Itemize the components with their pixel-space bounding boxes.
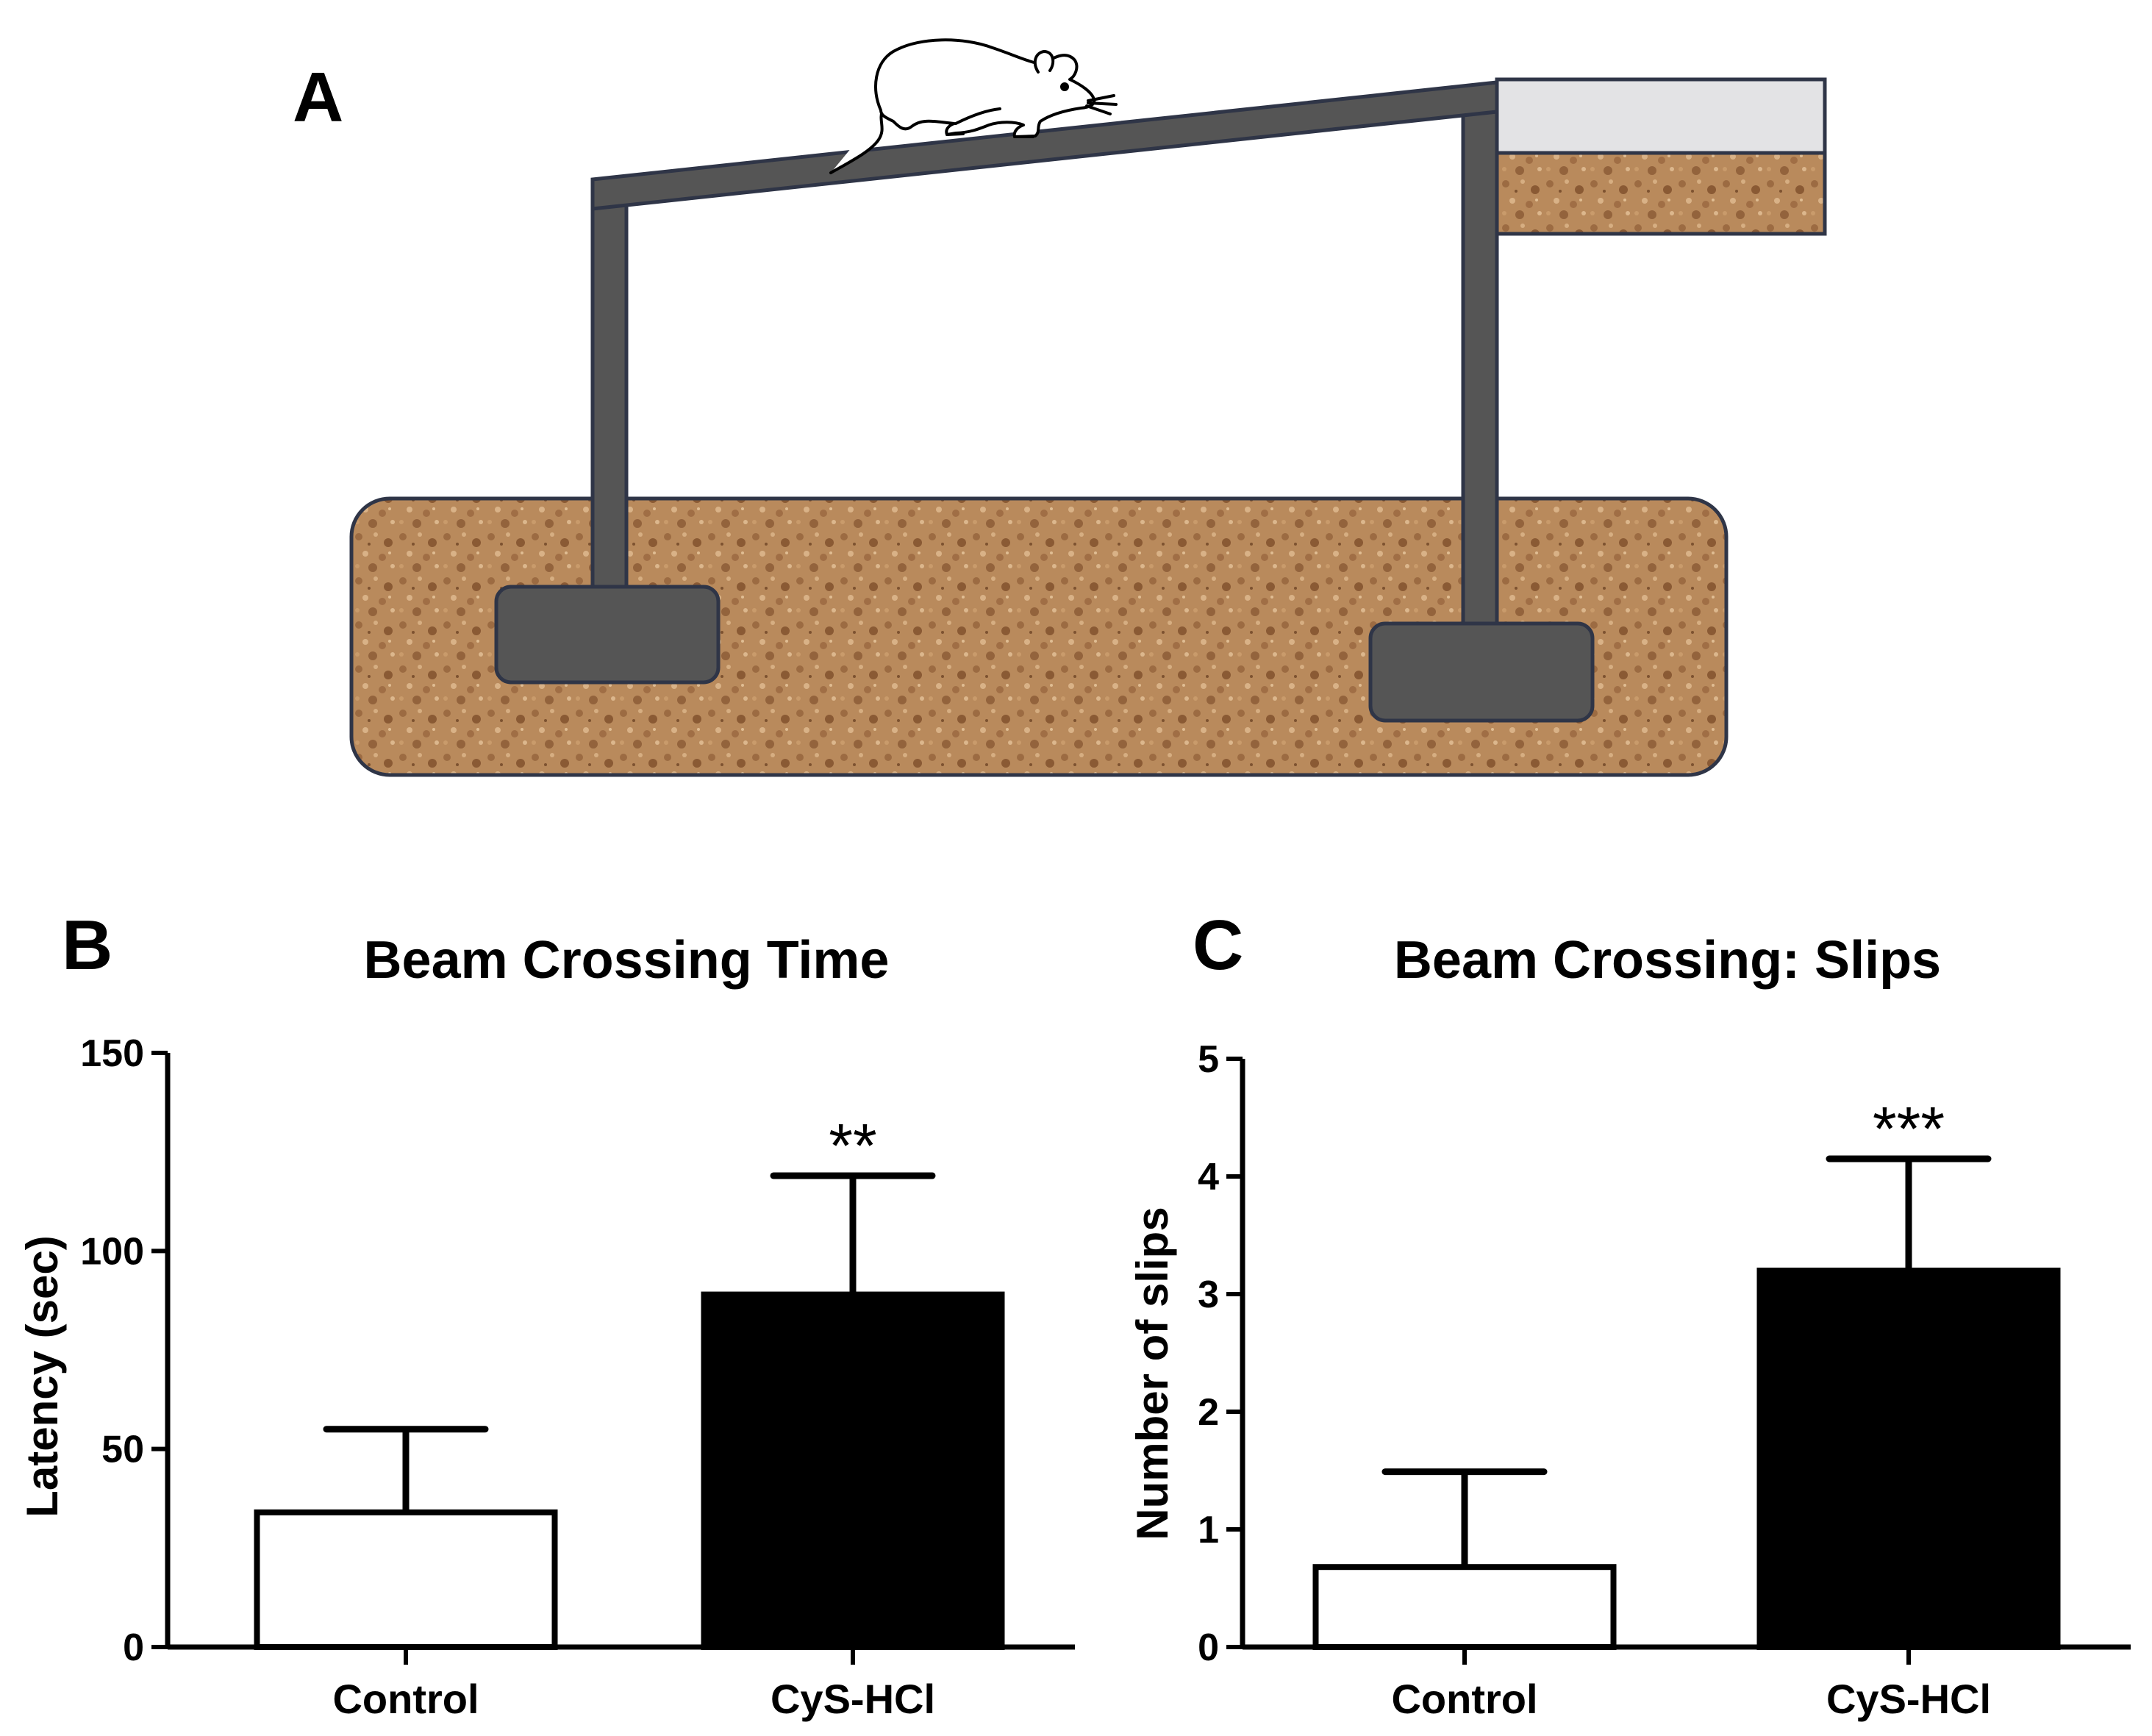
goal-box-lid — [1495, 77, 1827, 155]
bar-cys-hcl — [1756, 1268, 2061, 1650]
y-tick-label: 3 — [1198, 1274, 1219, 1316]
y-tick-label: 1 — [1198, 1509, 1219, 1551]
x-tick-label: CyS-HCl — [771, 1676, 935, 1722]
panel-letter-c: C — [1193, 906, 1243, 985]
y-axis-label: Number of slips — [1128, 1207, 1177, 1540]
y-tick-label: 150 — [80, 1032, 144, 1075]
panel-c: C Beam Crossing: Slips Number of slips 0… — [1128, 906, 2131, 1722]
left-post — [590, 190, 629, 603]
bar-control — [1312, 1564, 1617, 1650]
chart-title: Beam Crossing Time — [364, 931, 890, 990]
y-tick-label: 2 — [1198, 1391, 1219, 1434]
rat-icon — [829, 38, 1118, 174]
x-tick-label: Control — [1391, 1676, 1537, 1722]
y-tick-label: 4 — [1198, 1156, 1219, 1199]
bar-cys-hcl — [701, 1291, 1005, 1650]
right-foot — [1368, 621, 1595, 723]
goal-box — [1495, 77, 1827, 236]
inclined-beam — [590, 80, 1499, 211]
significance-marker: *** — [1873, 1094, 1945, 1163]
right-post — [1461, 108, 1499, 635]
bar-control — [254, 1509, 558, 1650]
panel-letter-b: B — [62, 906, 112, 985]
panel-letter-a: A — [293, 58, 343, 137]
y-tick-label: 100 — [80, 1230, 144, 1273]
left-foot — [494, 585, 721, 685]
x-tick-label: Control — [332, 1676, 479, 1722]
y-tick-label: 50 — [101, 1429, 144, 1471]
y-tick-label: 0 — [1198, 1626, 1219, 1669]
y-axis-label: Latency (sec) — [18, 1235, 67, 1518]
chart-title: Beam Crossing: Slips — [1394, 931, 1941, 990]
y-tick-label: 5 — [1198, 1038, 1219, 1081]
significance-marker: ** — [829, 1111, 876, 1180]
x-tick-label: CyS-HCl — [1826, 1676, 1991, 1722]
goal-box-body — [1495, 151, 1827, 236]
panel-b: B Beam Crossing Time Latency (sec) 0 50 10… — [18, 906, 1075, 1722]
y-tick-label: 0 — [123, 1626, 144, 1669]
panel-a: A — [293, 38, 1827, 777]
